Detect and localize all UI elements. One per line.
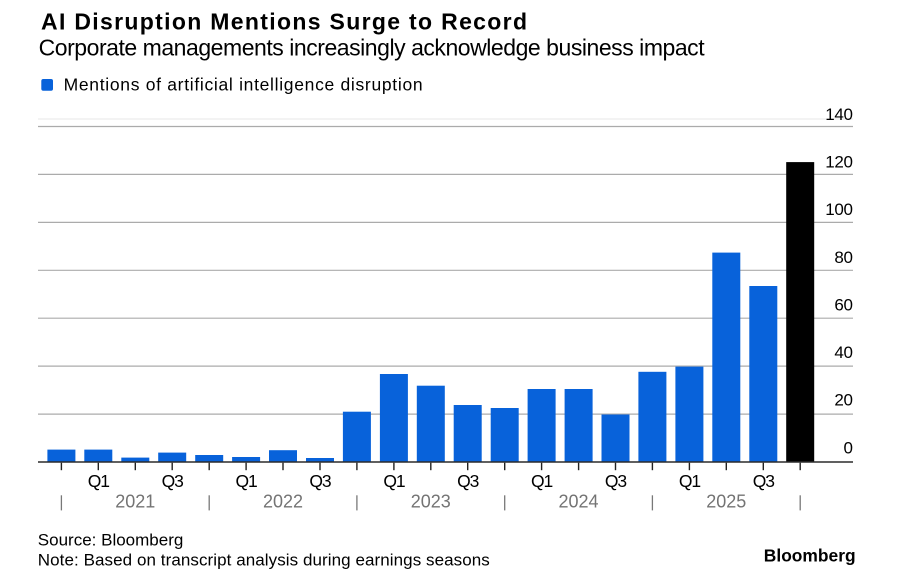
svg-text:Q3: Q3 [457,471,479,491]
svg-text:AI Disruption Mentions Surge t: AI Disruption Mentions Surge to Record [41,9,527,35]
svg-text:Q1: Q1 [531,471,553,491]
svg-text:Bloomberg: Bloomberg [764,546,856,566]
svg-text:20: 20 [834,391,852,410]
svg-text:Q1: Q1 [383,471,405,491]
svg-text:Corporate managements increasi: Corporate managements increasingly ackno… [39,35,706,61]
svg-text:Mentions of artificial intelli: Mentions of artificial intelligence disr… [64,75,423,95]
svg-text:120: 120 [825,153,852,172]
svg-text:Q3: Q3 [162,471,184,491]
svg-text:2025: 2025 [706,492,746,512]
svg-text:40: 40 [834,343,852,362]
svg-text:2023: 2023 [411,492,451,512]
svg-text:0: 0 [844,438,853,457]
svg-text:Note: Based on transcript anal: Note: Based on transcript analysis durin… [38,550,490,569]
svg-text:2024: 2024 [558,492,598,512]
svg-text:80: 80 [834,248,852,267]
svg-text:Q1: Q1 [236,471,258,491]
svg-text:2021: 2021 [115,492,155,512]
svg-text:Q3: Q3 [753,471,775,491]
svg-text:60: 60 [834,296,852,315]
svg-text:140: 140 [825,105,852,124]
svg-text:100: 100 [825,200,852,219]
svg-text:Q3: Q3 [309,471,331,491]
svg-text:Q1: Q1 [679,471,701,491]
svg-text:Q1: Q1 [88,471,110,491]
svg-text:2022: 2022 [263,492,303,512]
svg-text:Q3: Q3 [605,471,627,491]
svg-text:Source: Bloomberg: Source: Bloomberg [38,530,184,549]
